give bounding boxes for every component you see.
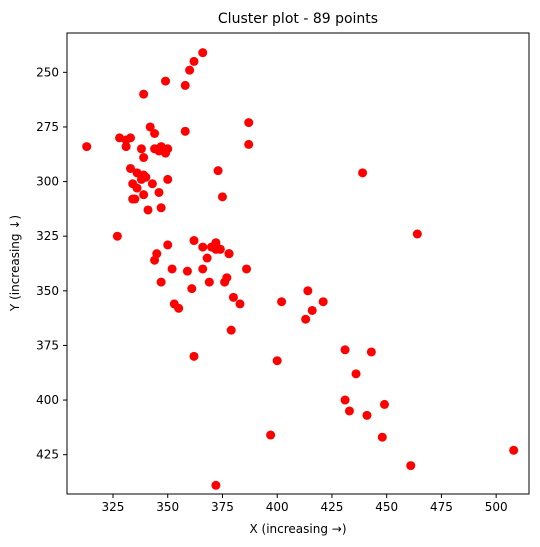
data-point [143,205,153,215]
data-point [189,56,199,66]
data-point [125,163,135,173]
data-point [121,142,131,152]
data-point [244,118,254,128]
data-points [82,48,519,490]
data-point [163,174,173,184]
data-point [377,432,387,442]
data-point [198,242,208,252]
data-point [204,277,214,287]
data-point [509,445,519,455]
y-axis: 250 275 300 325 350 375 400 425 [36,65,67,462]
data-point [161,148,171,158]
data-point [228,292,238,302]
y-tick-label: 325 [36,229,59,243]
data-point [150,129,160,139]
data-point [406,461,416,471]
x-tick-label: 500 [485,500,508,514]
data-point [189,351,199,361]
data-point [139,89,149,99]
data-point [340,345,350,355]
y-tick-label: 300 [36,175,59,189]
data-point [224,249,234,259]
data-point [217,192,227,202]
data-point [180,126,190,136]
data-point [215,244,225,254]
data-point [226,325,236,335]
data-point [307,305,317,315]
data-point [242,264,252,274]
y-tick-label: 400 [36,393,59,407]
data-point [198,48,208,58]
data-point [156,277,166,287]
data-point [180,80,190,90]
data-point [130,194,140,204]
data-point [82,142,92,152]
data-point [167,264,177,274]
data-point [174,303,184,313]
data-point [163,240,173,250]
x-tick-label: 425 [320,500,343,514]
data-point [161,76,171,86]
data-point [187,284,197,294]
data-point [121,135,131,145]
data-point [351,369,361,379]
y-tick-label: 250 [36,65,59,79]
data-point [112,231,122,241]
data-point [136,174,146,184]
x-tick-label: 350 [156,500,179,514]
data-point [344,406,354,416]
x-axis-title: X (increasing →) [249,522,346,536]
data-point [156,203,166,213]
y-tick-label: 350 [36,284,59,298]
data-point [340,395,350,405]
data-point [182,266,192,276]
data-point [220,277,230,287]
data-point [272,356,282,366]
x-tick-label: 325 [102,500,125,514]
data-point [412,229,422,239]
data-point [145,122,155,132]
data-point [147,179,157,189]
x-tick-label: 475 [430,500,453,514]
data-point [277,297,287,307]
data-point [202,253,212,263]
x-axis: 325 350 375 400 425 450 475 500 [102,494,508,514]
y-tick-label: 375 [36,338,59,352]
data-point [211,480,221,490]
x-tick-label: 450 [375,500,398,514]
data-point [139,190,149,200]
y-tick-label: 425 [36,448,59,462]
data-point [213,166,223,176]
data-point [185,65,195,75]
data-point [303,286,313,296]
data-point [132,183,142,193]
data-point [366,347,376,357]
data-point [318,297,328,307]
data-point [136,144,146,154]
y-axis-title: Y (increasing ↓) [8,215,22,312]
data-point [150,255,160,265]
chart-title: Cluster plot - 89 points [218,11,378,27]
data-point [154,187,164,197]
data-point [198,264,208,274]
plot-area [66,32,530,495]
data-point [301,314,311,324]
data-point [362,410,372,420]
data-point [189,236,199,246]
data-point [139,153,149,163]
data-point [358,168,368,178]
data-point [379,399,389,409]
data-point [266,430,276,440]
x-tick-label: 400 [266,500,289,514]
data-point [235,299,245,309]
y-tick-label: 275 [36,120,59,134]
x-tick-label: 375 [211,500,234,514]
data-point [244,139,254,149]
